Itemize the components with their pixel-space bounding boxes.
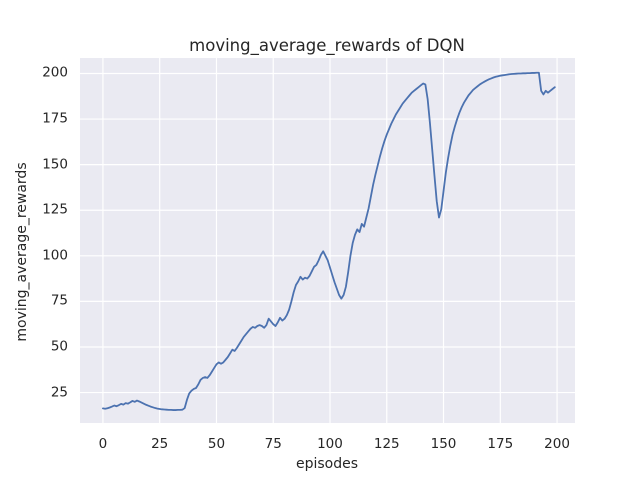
series-line (102, 71, 556, 411)
y-tick-label: 25 (50, 383, 68, 400)
x-tick-label: 50 (207, 436, 226, 452)
y-tick-label: 150 (42, 155, 68, 172)
x-tick-label: 200 (544, 436, 570, 452)
y-tick-label: 75 (50, 292, 68, 309)
y-tick-label: 175 (42, 110, 68, 127)
y-tick-label: 100 (42, 247, 68, 264)
y-tick-label: 125 (42, 201, 68, 218)
x-tick-label: 0 (98, 436, 108, 452)
x-tick-label: 25 (151, 436, 169, 452)
x-tick-label: 125 (373, 436, 400, 452)
x-axis-label: episodes (295, 456, 359, 472)
x-tick-label: 175 (487, 436, 514, 452)
y-tick-label: 50 (50, 338, 68, 355)
x-tick-label: 75 (264, 436, 282, 452)
y-tick-label: 200 (42, 64, 68, 81)
chart-title: moving_average_rewards of DQN (189, 36, 465, 55)
x-tick-label: 150 (430, 436, 457, 452)
x-tick-label: 100 (317, 436, 343, 452)
y-axis-label: moving_average_rewards (14, 162, 30, 342)
